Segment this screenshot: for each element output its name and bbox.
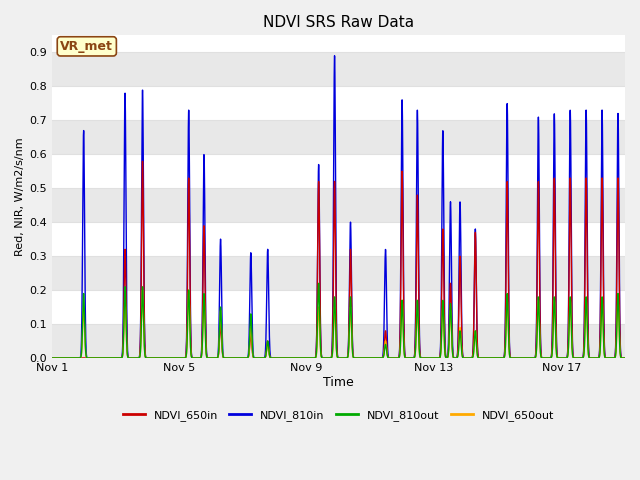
- Bar: [52, 120, 625, 154]
- Bar: [52, 188, 625, 222]
- X-axis label: Time: Time: [323, 376, 354, 389]
- Bar: [52, 324, 625, 358]
- Text: VR_met: VR_met: [60, 40, 113, 53]
- Title: NDVI SRS Raw Data: NDVI SRS Raw Data: [263, 15, 414, 30]
- Y-axis label: Red, NIR, W/m2/s/nm: Red, NIR, W/m2/s/nm: [15, 137, 25, 256]
- Bar: [52, 256, 625, 290]
- Legend: NDVI_650in, NDVI_810in, NDVI_810out, NDVI_650out: NDVI_650in, NDVI_810in, NDVI_810out, NDV…: [118, 406, 559, 425]
- Bar: [52, 52, 625, 86]
